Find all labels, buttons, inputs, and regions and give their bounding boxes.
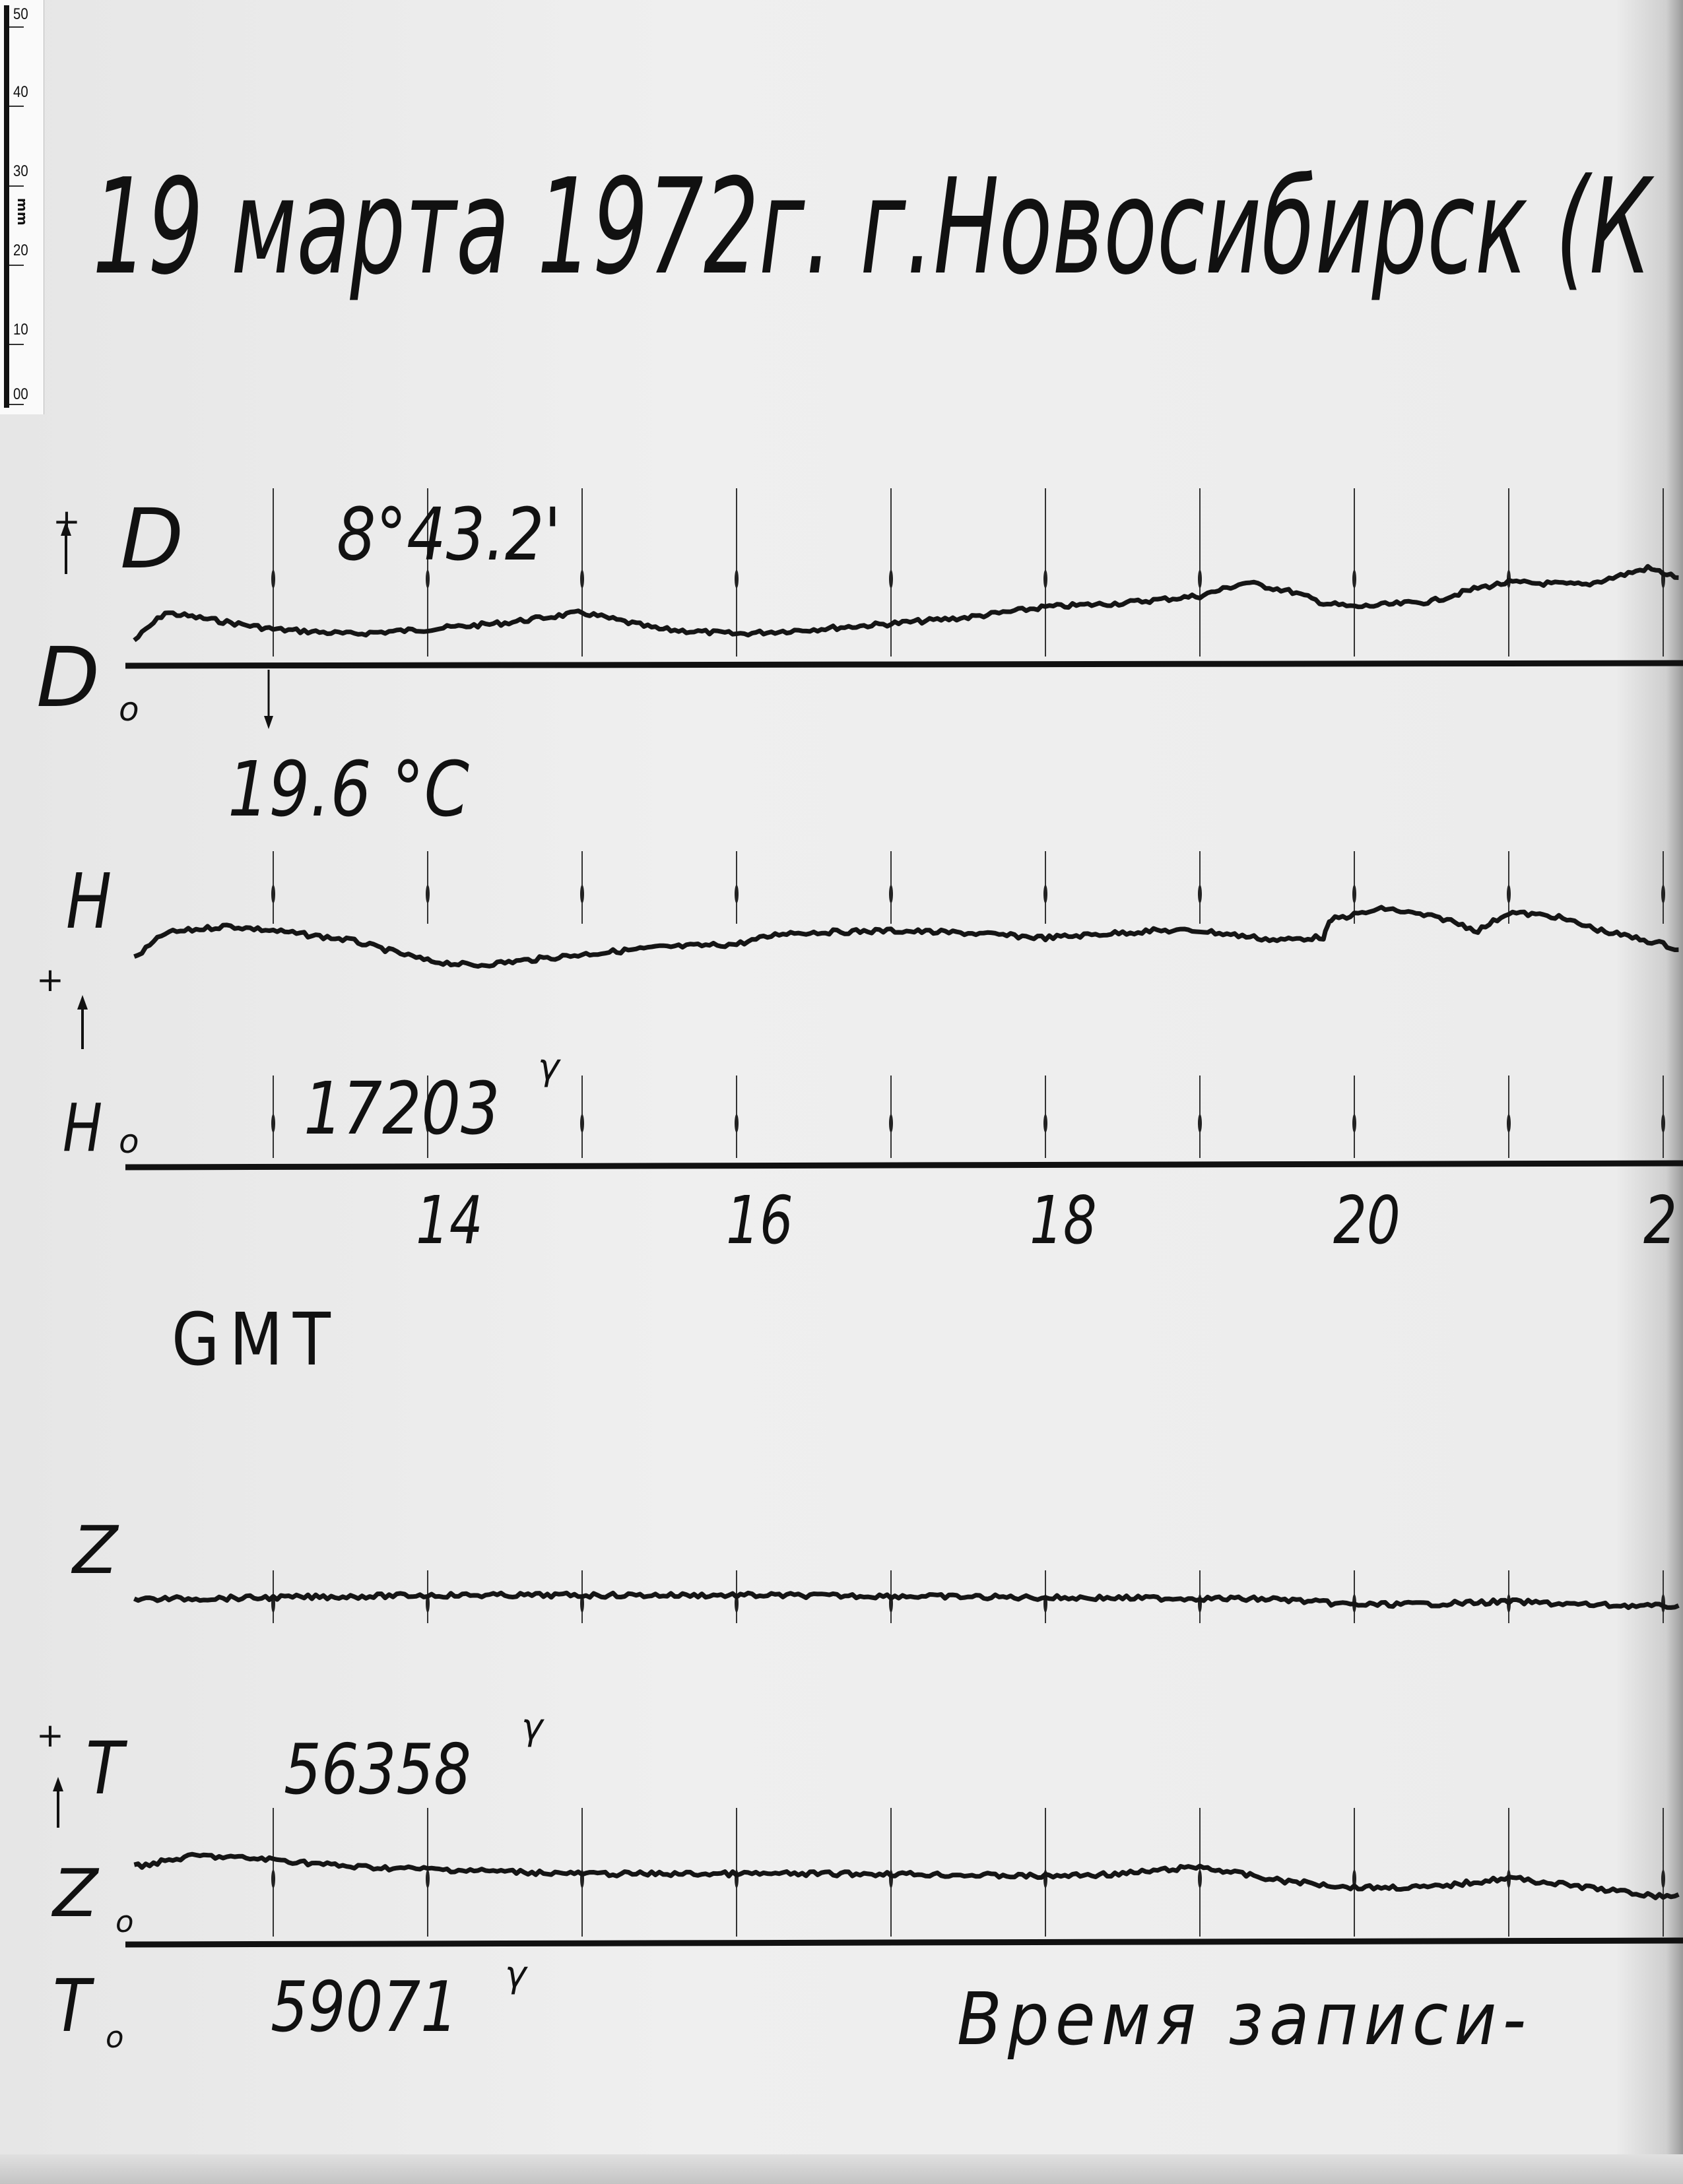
hour-mark-spindle-13 xyxy=(271,1114,275,1133)
ruler-tick xyxy=(9,404,24,405)
ruler-tick xyxy=(9,26,24,28)
hour-mark-spindle-13 xyxy=(271,569,275,589)
hour-mark-spindle-14 xyxy=(426,1114,430,1133)
temperature-label: 19.6 °C xyxy=(228,746,469,834)
h-plus-sign: + xyxy=(36,961,64,999)
h0-label: H xyxy=(63,1089,103,1167)
recording-time-label: Время записи- xyxy=(957,1977,1533,2061)
d-label: D xyxy=(120,492,184,587)
ruler-tick xyxy=(9,265,24,266)
hour-mark-spindle-20 xyxy=(1352,1114,1356,1133)
t0-baseline xyxy=(125,1937,1683,1948)
hour-mark-spindle-15 xyxy=(580,569,584,589)
hour-mark-spindle-19 xyxy=(1198,569,1202,589)
hour-mark-spindle-14 xyxy=(426,1869,430,1888)
t0-subscript: o xyxy=(106,2020,124,2055)
hour-mark-spindle-16 xyxy=(735,569,739,589)
hour-mark-spindle-19 xyxy=(1198,1114,1202,1133)
hour-mark-spindle-15 xyxy=(580,885,584,903)
t-unit: γ xyxy=(521,1706,543,1748)
hour-mark-spindle-16 xyxy=(735,885,739,903)
x-tick-label-20: 20 xyxy=(1333,1182,1401,1259)
hour-mark-spindle-22 xyxy=(1661,1114,1665,1133)
h-label: H xyxy=(66,858,112,946)
hour-mark-spindle-15 xyxy=(580,1114,584,1133)
page-title: 19 марта 1972г. г.Новосибирск (К xyxy=(92,150,1651,304)
ruler-label-20: 20 xyxy=(13,241,28,259)
t0-value: 59071 xyxy=(271,1967,458,2047)
hour-mark-spindle-21 xyxy=(1507,885,1511,903)
x-tick-label-22: 2 xyxy=(1643,1182,1677,1259)
ruler-tick xyxy=(9,344,24,345)
hour-mark-spindle-21 xyxy=(1507,1114,1511,1133)
t-label: T xyxy=(86,1726,124,1811)
t-arrow-head xyxy=(53,1777,63,1791)
ruler-tick xyxy=(9,106,24,107)
d-arrow-head xyxy=(61,521,71,536)
hour-mark-spindle-18 xyxy=(1043,885,1047,903)
hour-mark-spindle-20 xyxy=(1352,569,1356,589)
d0-subscript: o xyxy=(119,690,139,728)
hour-mark-spindle-17 xyxy=(889,885,893,903)
ruler-label-00: 00 xyxy=(13,385,28,403)
hour-mark-spindle-20 xyxy=(1352,1869,1356,1888)
mm-scale-ruler: 50 40 30 mm 20 10 00 xyxy=(0,0,44,414)
hour-mark-spindle-19 xyxy=(1198,1594,1202,1613)
x-tick-label-14: 14 xyxy=(416,1182,483,1259)
trace-t xyxy=(133,1851,1680,1900)
x-axis-label-gmt: GMT xyxy=(172,1297,341,1382)
z0-subscript: o xyxy=(116,1904,134,1939)
t0-unit: γ xyxy=(505,1953,527,1995)
h0-value: 17203 xyxy=(304,1066,500,1151)
h-arrow-head xyxy=(77,995,88,1010)
ruler-bar xyxy=(4,5,9,408)
d0-baseline xyxy=(125,660,1683,669)
hour-mark-spindle-14 xyxy=(426,569,430,589)
hour-mark-spindle-22 xyxy=(1661,1869,1665,1888)
hour-mark-spindle-17 xyxy=(889,569,893,589)
trace-d xyxy=(133,563,1679,643)
temperature-arrow-head xyxy=(264,716,273,729)
d0-label: D xyxy=(36,630,100,726)
hour-mark-spindle-16 xyxy=(735,1114,739,1133)
hour-mark-spindle-19 xyxy=(1198,885,1202,903)
ruler-label-50: 50 xyxy=(13,5,28,23)
h0-subscript: o xyxy=(119,1122,139,1161)
t-plus-sign: + xyxy=(36,1716,64,1754)
t0-label: T xyxy=(53,1964,91,2048)
ruler-label-40: 40 xyxy=(13,83,28,101)
hour-mark-spindle-19 xyxy=(1198,1869,1202,1888)
hour-mark-spindle-13 xyxy=(271,1869,275,1888)
hour-mark-spindle-20 xyxy=(1352,885,1356,903)
d-base-value: 8°43.2' xyxy=(337,492,562,577)
hour-mark-spindle-14 xyxy=(426,885,430,903)
hour-mark-spindle-17 xyxy=(889,1114,893,1133)
h0-baseline xyxy=(125,1160,1683,1171)
z0-label: Z xyxy=(53,1855,98,1932)
h0-unit: γ xyxy=(538,1046,560,1088)
x-tick-label-18: 18 xyxy=(1030,1182,1097,1259)
hour-mark-spindle-18 xyxy=(1043,1114,1047,1133)
hour-mark-spindle-13 xyxy=(271,885,275,903)
trace-h xyxy=(133,905,1679,969)
x-tick-label-16: 16 xyxy=(726,1182,793,1259)
hour-mark-spindle-22 xyxy=(1661,885,1665,903)
d-plus-sign: + xyxy=(53,502,81,540)
ruler-label-30: 30 xyxy=(13,162,28,180)
ruler-tick xyxy=(9,185,24,187)
hour-mark-spindle-18 xyxy=(1043,569,1047,589)
ruler-label-10: 10 xyxy=(13,321,28,338)
t-value: 56358 xyxy=(284,1729,471,1810)
scan-bottom-edge xyxy=(0,2154,1683,2184)
trace-z xyxy=(133,1590,1680,1611)
z-label: Z xyxy=(73,1512,118,1589)
